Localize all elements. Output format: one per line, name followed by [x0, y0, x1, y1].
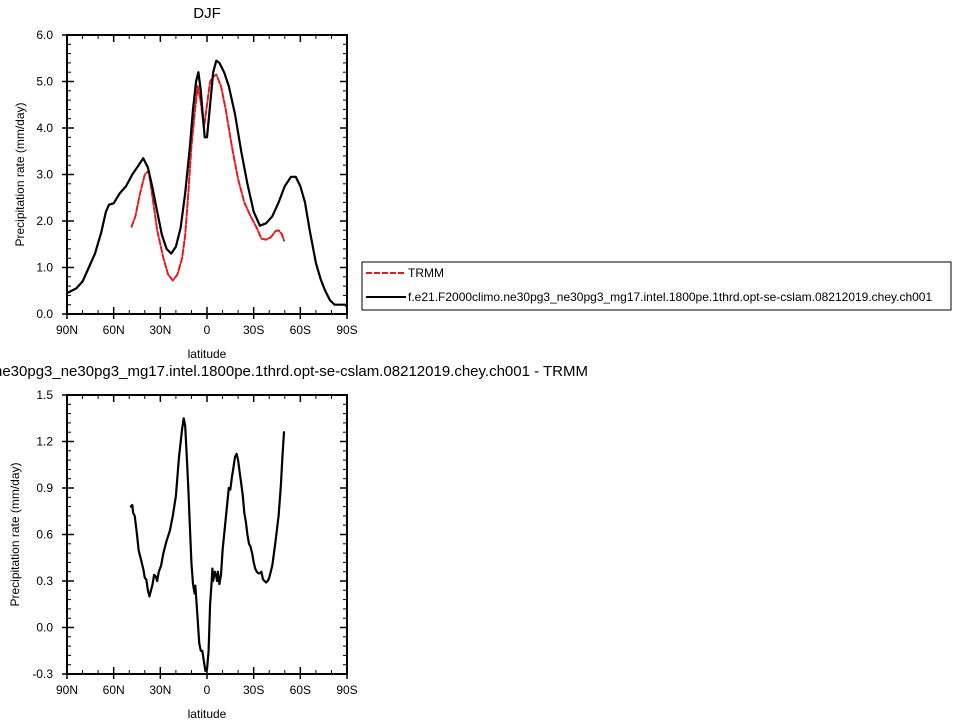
- x-tick-label: 30S: [243, 683, 264, 697]
- plot-area: [67, 59, 347, 309]
- y-tick-label: 0.6: [36, 528, 53, 542]
- series-line-2: [67, 59, 347, 309]
- y-tick-label: 1.2: [36, 435, 53, 449]
- plot-area: [129, 417, 286, 672]
- x-tick-label: 60N: [103, 683, 125, 697]
- y-tick-label: 1.0: [36, 261, 53, 275]
- x-tick-label: 0: [204, 683, 211, 697]
- y-tick-label: 3.0: [36, 168, 53, 182]
- x-axis-title: latitude: [188, 707, 227, 721]
- x-tick-label: 90N: [56, 683, 78, 697]
- x-tick-label: 90S: [336, 683, 357, 697]
- plot-frame: [66, 394, 348, 675]
- y-tick-label: 5.0: [36, 75, 53, 89]
- y-tick-label: 0.0: [36, 621, 53, 635]
- x-tick-label: 90S: [336, 323, 357, 337]
- x-tick-label: 0: [204, 323, 211, 337]
- plot-frame: [66, 34, 348, 315]
- y-tick-label: 4.0: [36, 121, 53, 135]
- y-tick-label: 1.5: [36, 388, 53, 402]
- legend-box: [361, 261, 952, 311]
- x-tick-label: 30N: [149, 323, 171, 337]
- x-axis-title: latitude: [188, 347, 227, 361]
- chart-2: f.e21.F2000climo.ne30pg3_ne30pg3_mg17.in…: [0, 363, 588, 721]
- legend-label: f.e21.F2000climo.ne30pg3_ne30pg3_mg17.in…: [408, 290, 932, 304]
- y-tick-label: 0.9: [36, 481, 53, 495]
- x-tick-label: 60S: [290, 683, 311, 697]
- y-tick-label: 6.0: [36, 28, 53, 42]
- series-line-1: [130, 73, 285, 282]
- y-tick-label: -0.3: [32, 667, 53, 681]
- y-axis-title: Precipitation rate (mm/day): [8, 462, 22, 606]
- y-tick-label: 0.3: [36, 574, 53, 588]
- chart-title: f.e21.F2000climo.ne30pg3_ne30pg3_mg17.in…: [0, 363, 588, 380]
- y-axis-title: Precipitation rate (mm/day): [13, 102, 27, 246]
- legend: TRMM f.e21.F2000climo.ne30pg3_ne30pg3_mg1…: [361, 261, 952, 311]
- x-tick-label: 30N: [149, 683, 171, 697]
- x-tick-label: 60N: [103, 323, 125, 337]
- y-tick-label: 0.0: [36, 307, 53, 321]
- x-tick-label: 60S: [290, 323, 311, 337]
- legend-label: TRMM: [408, 266, 444, 280]
- x-tick-label: 30S: [243, 323, 264, 337]
- y-tick-label: 2.0: [36, 214, 53, 228]
- series-line-1: [129, 417, 286, 672]
- chart-1: DJF 90N 60N 30N 0 30S 60S 90S 0.0 1.0 2.0 3.0 4.0 5.0…: [13, 5, 952, 361]
- chart-title: DJF: [193, 5, 221, 22]
- x-tick-label: 90N: [56, 323, 78, 337]
